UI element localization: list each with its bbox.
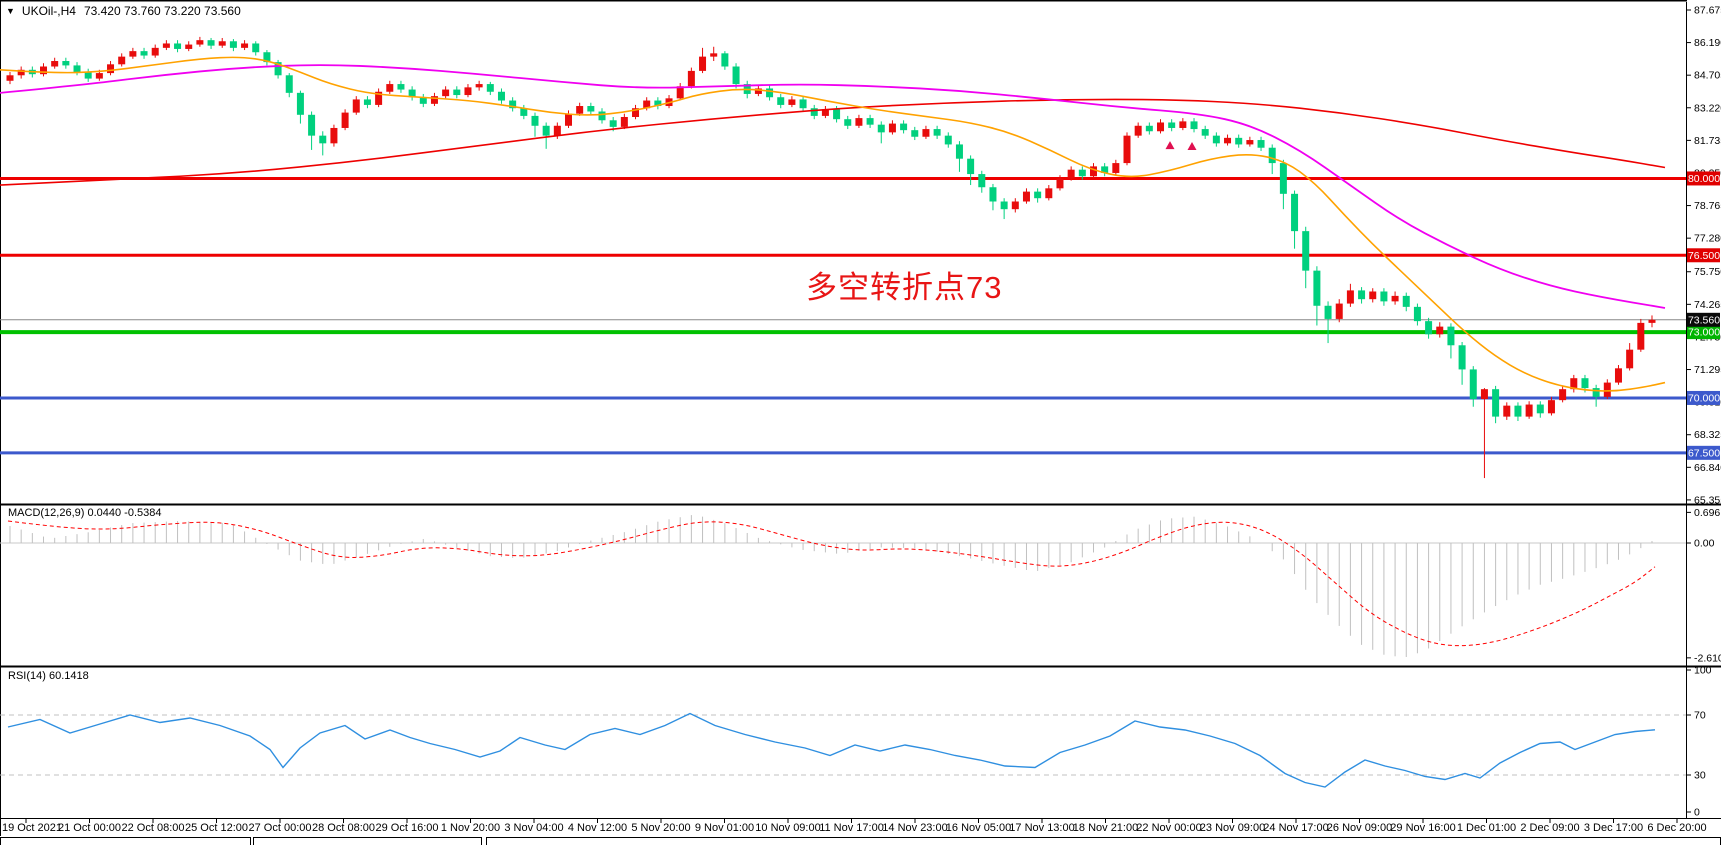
svg-text:29 Oct 16:00: 29 Oct 16:00 — [376, 822, 439, 834]
svg-text:0: 0 — [1694, 807, 1700, 819]
svg-text:0.696: 0.696 — [1694, 507, 1720, 519]
svg-text:29 Nov 16:00: 29 Nov 16:00 — [1390, 822, 1455, 834]
svg-text:84.705: 84.705 — [1694, 70, 1721, 82]
svg-text:80.000: 80.000 — [1688, 173, 1720, 185]
svg-text:83.220: 83.220 — [1694, 102, 1721, 114]
bottom-scrollbar[interactable] — [0, 837, 1721, 845]
svg-text:11 Nov 17:00: 11 Nov 17:00 — [819, 822, 884, 834]
svg-text:81.735: 81.735 — [1694, 135, 1721, 147]
price-axis-badges: 80.000 76.500 73.000 70.000 67.500 73.560 — [1687, 171, 1720, 460]
ma-slow-line — [0, 98, 1666, 186]
svg-text:3 Dec 17:00: 3 Dec 17:00 — [1584, 822, 1643, 834]
ma-fast-line — [0, 56, 1666, 392]
ma-mid-line — [0, 64, 1666, 309]
chart-menu-dropdown-icon[interactable]: ▼ — [6, 6, 15, 16]
svg-text:75.750: 75.750 — [1694, 266, 1721, 278]
svg-text:1 Dec 01:00: 1 Dec 01:00 — [1457, 822, 1516, 834]
svg-text:70.000: 70.000 — [1688, 392, 1720, 404]
svg-text:71.295: 71.295 — [1694, 364, 1721, 376]
svg-text:1 Nov 20:00: 1 Nov 20:00 — [441, 822, 500, 834]
svg-text:76.500: 76.500 — [1688, 250, 1720, 262]
svg-text:22 Nov 00:00: 22 Nov 00:00 — [1136, 822, 1201, 834]
svg-text:30: 30 — [1694, 770, 1706, 782]
svg-text:24 Nov 17:00: 24 Nov 17:00 — [1263, 822, 1328, 834]
svg-text:23 Nov 09:00: 23 Nov 09:00 — [1200, 822, 1265, 834]
svg-text:3 Nov 04:00: 3 Nov 04:00 — [504, 822, 563, 834]
svg-text:73.560: 73.560 — [1688, 314, 1720, 326]
annotation-text[interactable]: 多空转折点73 — [806, 270, 1003, 305]
svg-text:16 Nov 05:00: 16 Nov 05:00 — [946, 822, 1011, 834]
svg-text:26 Nov 09:00: 26 Nov 09:00 — [1327, 822, 1392, 834]
svg-text:10 Nov 09:00: 10 Nov 09:00 — [755, 822, 820, 834]
rsi-levels — [0, 714, 1686, 776]
ohlc-values: 73.420 73.760 73.220 73.560 — [83, 4, 241, 18]
svg-text:65.355: 65.355 — [1694, 494, 1721, 506]
macd-histogram — [0, 515, 1686, 657]
candlesticks — [6, 36, 1656, 479]
svg-text:14 Nov 23:00: 14 Nov 23:00 — [882, 822, 947, 834]
price-hlines — [0, 176, 1686, 455]
svg-text:25 Oct 12:00: 25 Oct 12:00 — [185, 822, 248, 834]
svg-text:0.00: 0.00 — [1694, 538, 1715, 550]
svg-text:68.325: 68.325 — [1694, 429, 1721, 441]
svg-text:-2.6102: -2.6102 — [1694, 652, 1721, 664]
svg-text:100: 100 — [1694, 665, 1712, 677]
rsi-indicator-label: RSI(14) 60.1418 — [8, 670, 89, 682]
svg-text:22 Oct 08:00: 22 Oct 08:00 — [122, 822, 185, 834]
rsi-line — [7, 712, 1656, 788]
svg-text:67.500: 67.500 — [1688, 447, 1720, 459]
macd-indicator-label: MACD(12,26,9) 0.0440 -0.5384 — [8, 507, 162, 519]
svg-text:17 Nov 13:00: 17 Nov 13:00 — [1009, 822, 1074, 834]
svg-text:21 Oct 00:00: 21 Oct 00:00 — [58, 822, 121, 834]
svg-text:9 Nov 01:00: 9 Nov 01:00 — [695, 822, 754, 834]
svg-text:6 Dec 20:00: 6 Dec 20:00 — [1647, 822, 1706, 834]
arrow-markers — [1165, 141, 1197, 150]
svg-text:70: 70 — [1694, 710, 1706, 722]
svg-text:5 Nov 20:00: 5 Nov 20:00 — [631, 822, 690, 834]
svg-text:77.280: 77.280 — [1694, 233, 1721, 245]
svg-text:73.000: 73.000 — [1688, 327, 1720, 339]
svg-text:19 Oct 2021: 19 Oct 2021 — [2, 822, 62, 834]
svg-text:27 Oct 00:00: 27 Oct 00:00 — [249, 822, 312, 834]
symbol-title: ▼ UKOil-,H4 73.420 73.760 73.220 73.560 — [6, 4, 241, 18]
svg-text:28 Oct 08:00: 28 Oct 08:00 — [312, 822, 375, 834]
svg-text:2 Dec 09:00: 2 Dec 09:00 — [1520, 822, 1579, 834]
svg-text:4 Nov 12:00: 4 Nov 12:00 — [568, 822, 627, 834]
svg-text:86.190: 86.190 — [1694, 37, 1721, 49]
svg-text:78.765: 78.765 — [1694, 200, 1721, 212]
svg-text:18 Nov 21:00: 18 Nov 21:00 — [1073, 822, 1138, 834]
svg-text:66.840: 66.840 — [1694, 462, 1721, 474]
symbol-timeframe-label: UKOil-,H4 — [21, 4, 76, 18]
svg-text:74.265: 74.265 — [1694, 299, 1721, 311]
svg-text:87.675: 87.675 — [1694, 4, 1721, 16]
macd-signal-line — [7, 520, 1656, 647]
